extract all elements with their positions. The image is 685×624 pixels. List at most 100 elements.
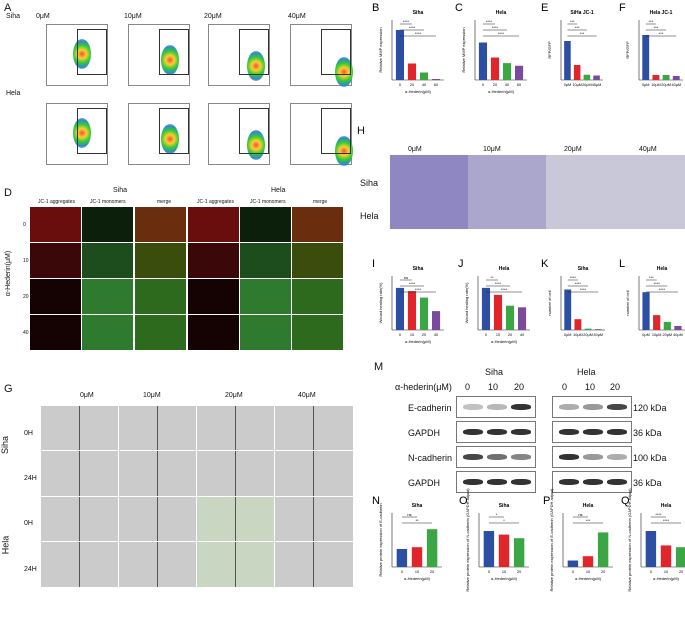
transwell-image <box>624 155 685 192</box>
panel-d-row-1: 10 <box>23 258 29 264</box>
panel-m-dose-5: 20 <box>610 382 621 392</box>
sig-label: **** <box>663 518 670 523</box>
bar <box>564 41 571 80</box>
panel-m-dose-4: 10 <box>585 382 596 392</box>
chart-letter: J <box>458 258 464 270</box>
bar <box>652 75 660 80</box>
panel-h-col-2: 20μM <box>564 146 582 153</box>
panel-a-letter: A <box>4 2 12 14</box>
y-axis-label: RFP/GFP <box>547 41 552 59</box>
panel-a-row-siha: Siha <box>6 13 21 20</box>
jc1-image <box>292 243 343 278</box>
flow-population <box>247 51 265 81</box>
sig-label: *** <box>654 25 659 30</box>
flow-population <box>335 136 353 166</box>
sig-label: *** <box>649 275 654 280</box>
bar <box>672 76 680 80</box>
flow-plot <box>290 24 353 87</box>
y-axis-label: Relative protein expression of E-cadheri… <box>378 503 383 576</box>
y-axis-label: Wound healing rate(%) <box>378 282 383 324</box>
sig-label: **** <box>409 281 416 286</box>
wb-row-2-kda: 100 kDa <box>633 453 667 463</box>
flow-gate <box>159 108 189 154</box>
tick-label: 0μM <box>564 83 571 87</box>
panel-g-col-2: 20μM <box>225 392 243 399</box>
bar <box>498 534 510 567</box>
panel-h-col-3: 40μM <box>639 146 657 153</box>
sig-label: ** <box>415 518 419 523</box>
wb-row-3-name: GAPDH <box>408 478 441 488</box>
tick-label: 10μM <box>652 333 662 337</box>
tick-label: 20μM <box>582 83 592 87</box>
flow-gate <box>159 29 189 75</box>
wb-band <box>607 429 627 435</box>
panel-h-row-siha: Siha <box>360 178 379 188</box>
chart-title: Siha <box>578 266 589 272</box>
jc1-image <box>135 315 186 350</box>
wb-band <box>583 429 603 435</box>
x-axis-label: α-Hederin(μM) <box>653 576 680 581</box>
panel-m-dose-3: 0 <box>562 382 568 392</box>
chart-title: Hela <box>657 266 668 272</box>
wound-image <box>40 405 120 452</box>
tick-label: 40μM <box>671 83 681 87</box>
panel-d-row-0: 0 <box>23 222 26 228</box>
panel-a-col-3: 40μM <box>288 13 306 20</box>
bar <box>653 315 661 330</box>
wound-image <box>118 450 198 497</box>
wb-band <box>511 479 531 485</box>
tick-label: 20 <box>508 333 512 337</box>
wound-image <box>196 541 276 588</box>
tick-label: 10 <box>415 570 419 574</box>
wound-edge <box>157 451 158 496</box>
wb-band <box>583 454 603 460</box>
wb-band <box>463 479 483 485</box>
panel-d-col-5: merge <box>313 199 328 205</box>
wb-row-0-name: E-cadherin <box>408 403 452 413</box>
wb-row-2-name: N-cadherin <box>408 453 453 463</box>
bar <box>573 65 581 80</box>
chart-title: Hela <box>496 10 507 16</box>
bar <box>517 307 527 330</box>
wb-row-3-kda: 36 kDa <box>633 478 662 488</box>
bar <box>584 328 592 330</box>
bar <box>645 531 657 567</box>
sig-label: **** <box>498 31 505 36</box>
bar <box>407 63 417 80</box>
chart-title: Siha <box>413 266 424 272</box>
sig-label: *** <box>570 19 575 24</box>
panel-a-row-hela: Hela <box>6 90 21 97</box>
tick-label: 20μM <box>661 83 671 87</box>
flow-plot <box>46 24 108 86</box>
tick-label: 20 <box>679 570 683 574</box>
wb-membrane <box>456 471 536 493</box>
sig-label: ns <box>407 512 411 517</box>
flow-plot <box>128 103 190 165</box>
panel-h-col-0: 0μM <box>408 146 422 153</box>
wound-image <box>274 450 354 497</box>
tick-label: 20μM <box>583 333 593 337</box>
x-axis-label: α-Hederin(μM) <box>404 576 431 581</box>
flow-gate <box>321 108 351 154</box>
wb-membrane <box>552 446 632 468</box>
wound-image <box>196 450 276 497</box>
chart-letter: O <box>459 495 468 507</box>
wound-image <box>40 541 120 588</box>
chart-title: Siha <box>412 503 423 509</box>
jc1-image <box>135 207 186 242</box>
tick-label: 0μM <box>642 83 649 87</box>
panel-g-col-1: 10μM <box>143 392 161 399</box>
bar <box>426 529 438 567</box>
bar <box>675 547 685 567</box>
panel-h-col-1: 10μM <box>483 146 501 153</box>
flow-population <box>335 57 353 87</box>
tick-label: 20 <box>430 570 434 574</box>
panel-g-time-1: 24H <box>24 475 37 482</box>
panel-a-col-0: 0μM <box>36 13 50 20</box>
sig-label: **** <box>415 31 422 36</box>
sig-label: *** <box>580 31 585 36</box>
tick-label: 10 <box>664 570 668 574</box>
panel-d-letter: D <box>4 187 12 199</box>
bar <box>593 75 600 80</box>
tick-label: 0 <box>488 570 490 574</box>
